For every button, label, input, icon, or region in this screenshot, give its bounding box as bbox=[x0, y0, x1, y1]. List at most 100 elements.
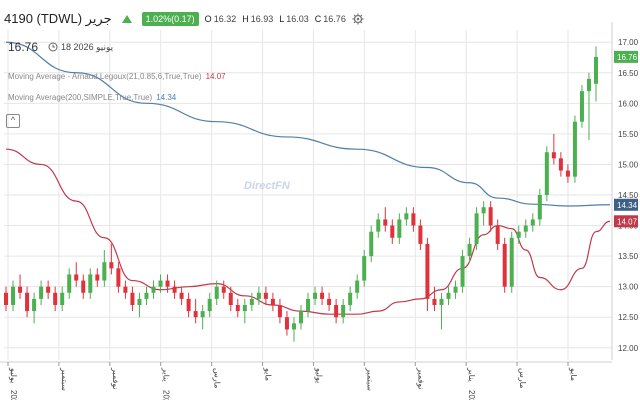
y-tick-label: 16.50 bbox=[618, 69, 639, 78]
candle-body bbox=[137, 298, 142, 305]
candle-body bbox=[200, 311, 205, 318]
candle-body bbox=[67, 274, 72, 293]
candle-body bbox=[144, 292, 149, 299]
candle-body bbox=[263, 292, 268, 299]
candle-body bbox=[11, 286, 16, 305]
candle-body bbox=[411, 213, 416, 226]
candle-body bbox=[193, 311, 198, 318]
candle-body bbox=[151, 286, 156, 293]
candle-body bbox=[256, 292, 261, 299]
alma-value: 14.07 bbox=[205, 72, 226, 81]
candle-body bbox=[53, 292, 58, 305]
x-tick-label: يناير bbox=[162, 367, 171, 382]
candles bbox=[4, 46, 598, 342]
candle-body bbox=[207, 298, 212, 312]
candle-body bbox=[397, 219, 402, 238]
symbol-title: 4190 (TDWL) جرير bbox=[4, 11, 112, 26]
candle-body bbox=[235, 305, 240, 312]
last-date: 18 يونيو 2026 bbox=[48, 42, 113, 53]
candle-body bbox=[432, 298, 437, 305]
candle-body bbox=[565, 170, 570, 177]
candle-body bbox=[130, 292, 135, 305]
candle-body bbox=[214, 286, 219, 299]
x-tick-label: يوليو bbox=[9, 367, 18, 383]
x-tick-year: 2025 bbox=[162, 390, 171, 400]
candle-body bbox=[4, 292, 8, 305]
y-tick-label: 17.00 bbox=[618, 38, 639, 47]
price-tag bbox=[614, 50, 638, 63]
gear-icon[interactable] bbox=[352, 13, 364, 25]
candle-body bbox=[221, 286, 226, 293]
last-date-text: 18 يونيو 2026 bbox=[61, 41, 114, 52]
candle-body bbox=[369, 231, 374, 257]
alma-line bbox=[5, 148, 611, 315]
price-tag-label: 14.07 bbox=[617, 217, 638, 226]
candle-body bbox=[594, 56, 598, 84]
candle-body bbox=[270, 298, 275, 305]
x-axis: يوليو 2024 سبتمبر نوفمبر يناير 2025 مارس مايو يو… bbox=[0, 361, 612, 400]
candle-body bbox=[579, 91, 584, 122]
price-tag bbox=[614, 215, 638, 228]
candle-body bbox=[502, 243, 507, 287]
candle-body bbox=[446, 292, 451, 299]
ohlc-high: H 16.93 bbox=[242, 14, 274, 24]
last-price-row: 16.76 18 يونيو 2026 bbox=[8, 40, 113, 54]
x-tick-year: 2024 bbox=[9, 390, 18, 400]
sma-label: Moving Average(200,SIMPLE,True,True) bbox=[8, 93, 153, 102]
y-tick-label: 13.00 bbox=[618, 283, 639, 292]
price-tag bbox=[614, 198, 638, 211]
candle-body bbox=[18, 286, 23, 293]
candle-body bbox=[172, 286, 177, 293]
candle-body bbox=[158, 280, 163, 287]
candle-body bbox=[516, 231, 521, 238]
candle-body bbox=[25, 292, 30, 312]
y-tick-label: 14.50 bbox=[618, 191, 639, 200]
candle-body bbox=[88, 274, 93, 293]
y-tick-label: 12.00 bbox=[618, 344, 639, 353]
candle-body bbox=[558, 158, 563, 171]
candle-body bbox=[390, 225, 395, 238]
x-tick-year: 2026 bbox=[467, 390, 476, 400]
candle-body bbox=[74, 274, 79, 281]
y-tick-label: 16.00 bbox=[618, 99, 639, 108]
last-price: 16.76 bbox=[8, 40, 39, 54]
sma-legend[interactable]: Moving Average(200,SIMPLE,True,True) 14.3… bbox=[8, 93, 176, 102]
x-tick-label: سبتمبر bbox=[365, 367, 374, 391]
candle-body bbox=[306, 298, 311, 312]
candle-body bbox=[116, 268, 121, 287]
candle-body bbox=[313, 292, 318, 299]
y-tick-label: 15.00 bbox=[618, 160, 639, 169]
candle-body bbox=[39, 286, 44, 299]
candle-body bbox=[348, 292, 353, 305]
candle-body bbox=[341, 305, 346, 318]
candle-body bbox=[32, 298, 37, 312]
sma-line bbox=[5, 41, 611, 207]
candle-body bbox=[81, 280, 86, 293]
x-tick-label: مايو bbox=[569, 367, 578, 381]
candle-body bbox=[299, 311, 303, 324]
x-tick-label: مارس bbox=[518, 368, 527, 388]
candle-body bbox=[418, 225, 423, 244]
watermark: DirectFN bbox=[244, 180, 290, 192]
candle-body bbox=[362, 256, 367, 281]
candle-body bbox=[249, 298, 254, 305]
candle-body bbox=[179, 292, 184, 299]
candle-body bbox=[109, 262, 114, 269]
candle-body bbox=[474, 213, 479, 244]
candle-body bbox=[467, 243, 472, 257]
candle-body bbox=[523, 225, 528, 232]
x-tick-label: يناير bbox=[467, 367, 476, 382]
x-tick-label: نوفمبر bbox=[111, 367, 120, 390]
candle-body bbox=[242, 305, 247, 312]
collapse-legend-button[interactable]: ^ bbox=[6, 114, 20, 128]
candle-body bbox=[488, 207, 493, 226]
candle-body bbox=[439, 298, 444, 305]
candle-body bbox=[453, 286, 458, 293]
candle-body bbox=[327, 298, 332, 305]
candle-body bbox=[284, 317, 289, 330]
x-tick-label: يوليو bbox=[314, 367, 323, 383]
alma-legend[interactable]: Moving Average - Arnaud Legoux(21,0.85,6… bbox=[8, 72, 226, 81]
